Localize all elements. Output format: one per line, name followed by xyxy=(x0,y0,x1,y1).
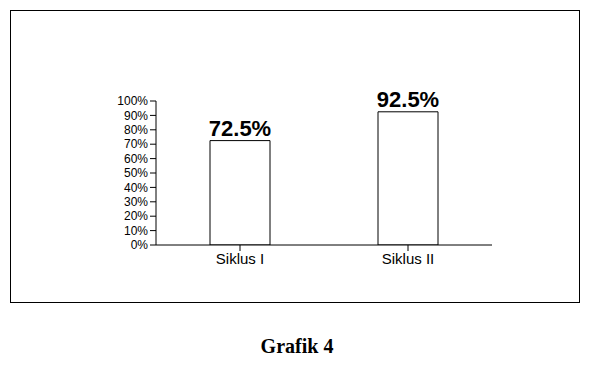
svg-text:Siklus I: Siklus I xyxy=(216,250,264,267)
svg-text:100%: 100% xyxy=(117,94,148,108)
svg-text:80%: 80% xyxy=(124,123,148,137)
svg-text:Siklus II: Siklus II xyxy=(382,250,435,267)
svg-text:30%: 30% xyxy=(124,195,148,209)
html-text:Grafik 4: Grafik 4 xyxy=(260,335,334,357)
svg-text:60%: 60% xyxy=(124,152,148,166)
svg-text:92.5%: 92.5% xyxy=(377,87,439,112)
svg-text:20%: 20% xyxy=(124,209,148,223)
svg-text:50%: 50% xyxy=(124,166,148,180)
svg-text:0%: 0% xyxy=(131,238,149,252)
svg-text:10%: 10% xyxy=(124,224,148,238)
svg-text:40%: 40% xyxy=(124,181,148,195)
svg-text:90%: 90% xyxy=(124,109,148,123)
svg-text:72.5%: 72.5% xyxy=(209,116,271,141)
svg-text:70%: 70% xyxy=(124,137,148,151)
